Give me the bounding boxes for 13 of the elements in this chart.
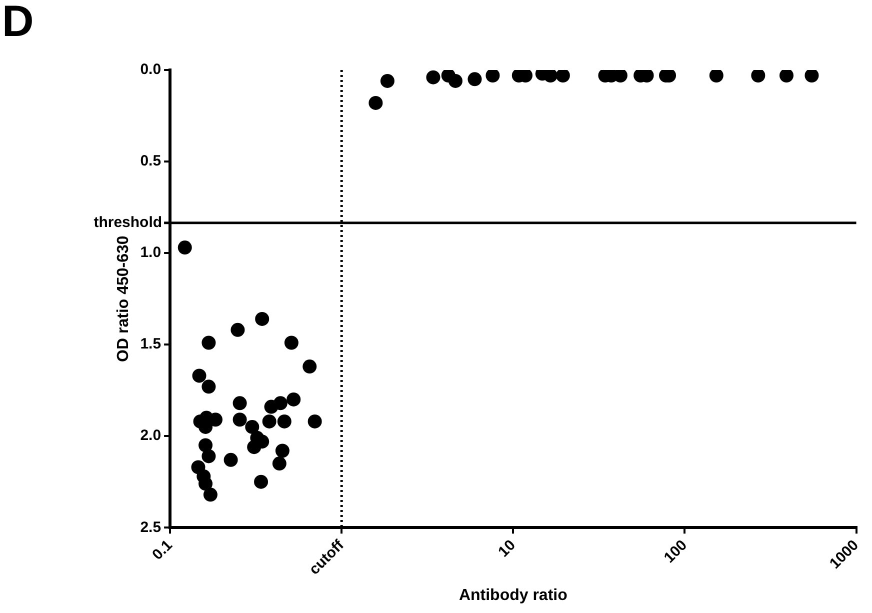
ref-line-label: threshold bbox=[94, 214, 162, 231]
y-tick-label: 0.5 bbox=[140, 152, 162, 170]
y-tick-label: 1.0 bbox=[140, 244, 162, 262]
x-tick-label: 100 bbox=[660, 536, 690, 566]
y-axis-title: OD ratio 450-630 bbox=[115, 236, 132, 362]
x-axis-title: Antibody ratio bbox=[458, 586, 568, 604]
text: D bbox=[2, 0, 34, 46]
x-tick-label: 10 bbox=[495, 536, 519, 561]
x-tick-label: 0.1 bbox=[149, 536, 176, 564]
y-tick-label: 2.0 bbox=[140, 427, 162, 444]
y-tick-label: 1.5 bbox=[140, 336, 162, 353]
y-tick-label: 2.5 bbox=[140, 518, 162, 536]
y-tick-label: 0.0 bbox=[140, 61, 162, 78]
